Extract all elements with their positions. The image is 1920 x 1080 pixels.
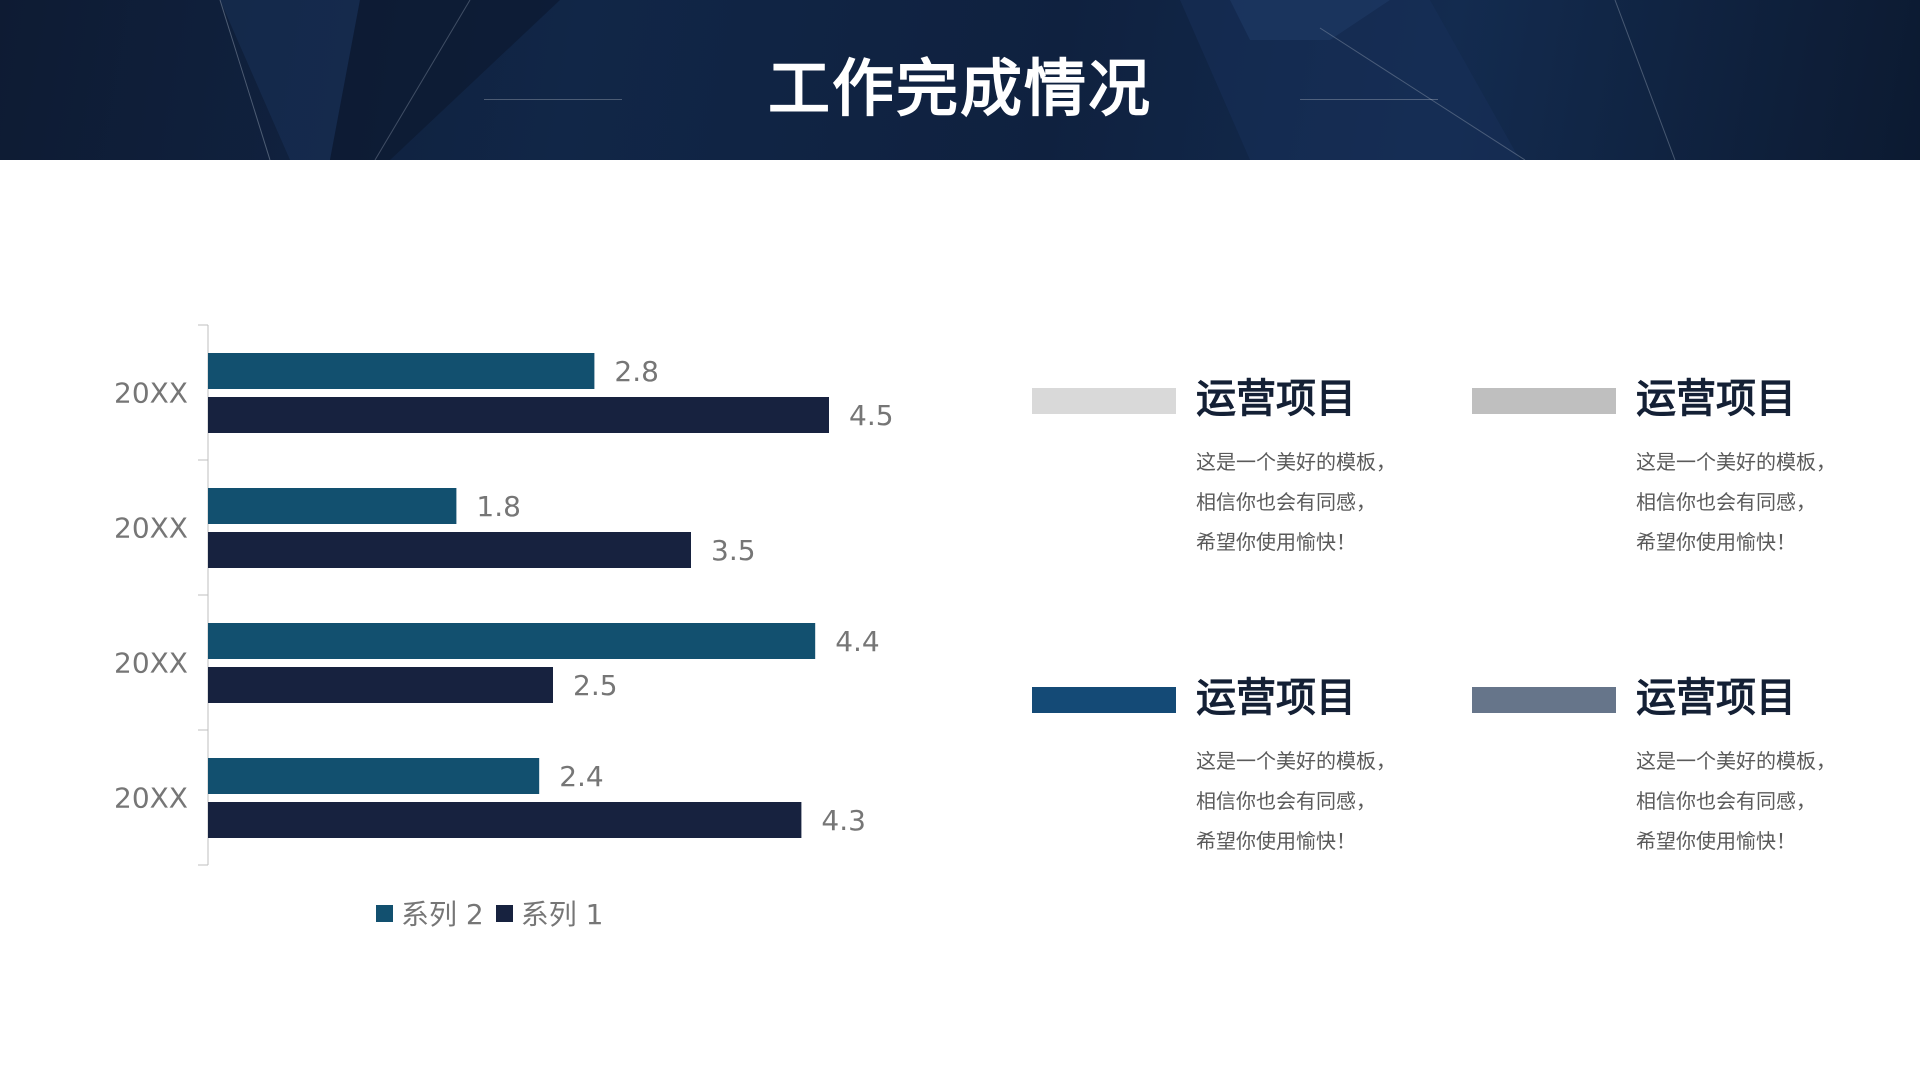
card-3-color-bar [1032, 687, 1176, 713]
data-label: 2.8 [614, 355, 659, 388]
category-label: 20XX [114, 647, 188, 680]
title-rule-left [484, 99, 622, 100]
card-1: 运营项目 这是一个美好的模板， 相信你也会有同感， 希望你使用愉快！ [1032, 372, 1452, 592]
bar-series-2 [208, 488, 457, 524]
card-1-title: 运营项目 [1196, 376, 1356, 422]
bar-series-1 [208, 532, 691, 568]
card-1-line-3: 希望你使用愉快！ [1196, 530, 1356, 554]
card-3-line-1: 这是一个美好的模板， [1196, 749, 1396, 773]
card-4-description: 这是一个美好的模板， 相信你也会有同感， 希望你使用愉快！ [1636, 741, 1896, 861]
card-2-title: 运营项目 [1636, 376, 1796, 422]
card-4-color-bar [1472, 687, 1616, 713]
bar-series-1 [208, 667, 553, 703]
bar-chart: 20XX 2.8 4.5 20XX 1.8 3.5 20XX 4.4 2.5 20XX 2.4 4.3 [0, 0, 1000, 960]
card-3: 运营项目 这是一个美好的模板， 相信你也会有同感， 希望你使用愉快！ [1032, 671, 1452, 891]
card-1-line-2: 相信你也会有同感， [1196, 490, 1376, 514]
bar-series-2 [208, 758, 540, 794]
data-label: 1.8 [476, 490, 521, 523]
data-label: 2.4 [559, 760, 604, 793]
title-rule-right [1300, 99, 1438, 100]
banner-background [219, 0, 1676, 160]
legend-label-series-1: 系列 1 [520, 898, 604, 931]
card-2-line-3: 希望你使用愉快！ [1636, 530, 1796, 554]
category-label: 20XX [114, 782, 188, 815]
bar-series-2 [208, 623, 816, 659]
data-label: 4.4 [835, 625, 880, 658]
category-label: 20XX [114, 377, 188, 410]
bar-series-2 [208, 353, 595, 389]
card-2-line-2: 相信你也会有同感， [1636, 490, 1816, 514]
bar-chart-plot: 20XX 2.8 4.5 20XX 1.8 3.5 20XX 4.4 2.5 20XX 2.4 4.3 [114, 324, 894, 866]
data-label: 3.5 [711, 534, 756, 567]
card-4-title: 运营项目 [1636, 675, 1796, 721]
legend-label-series-2: 系列 2 [401, 898, 484, 931]
card-3-description: 这是一个美好的模板， 相信你也会有同感， 希望你使用愉快！ [1196, 741, 1456, 861]
card-2-color-bar [1472, 388, 1616, 414]
header-banner: 工作完成情况 [0, 0, 1920, 160]
category-label: 20XX [114, 512, 188, 545]
card-2: 运营项目 这是一个美好的模板， 相信你也会有同感， 希望你使用愉快！ [1472, 372, 1892, 592]
data-label: 4.5 [849, 399, 894, 432]
card-2-description: 这是一个美好的模板， 相信你也会有同感， 希望你使用愉快！ [1636, 442, 1896, 562]
card-3-line-3: 希望你使用愉快！ [1196, 829, 1356, 853]
page-title: 工作完成情况 [767, 52, 1152, 125]
card-3-line-2: 相信你也会有同感， [1196, 789, 1376, 813]
bar-series-1 [208, 802, 802, 838]
chart-legend: 系列 2 系列 1 [376, 895, 615, 931]
card-4-line-1: 这是一个美好的模板， [1636, 749, 1836, 773]
data-label: 2.5 [573, 669, 618, 702]
legend-item-series-1: 系列 1 [495, 893, 604, 933]
card-4-line-3: 希望你使用愉快！ [1636, 829, 1796, 853]
card-4-line-2: 相信你也会有同感， [1636, 789, 1816, 813]
card-1-line-1: 这是一个美好的模板， [1196, 450, 1396, 474]
legend-item-series-2: 系列 2 [376, 893, 484, 933]
legend-swatch-series-1 [495, 904, 513, 922]
card-1-description: 这是一个美好的模板， 相信你也会有同感， 希望你使用愉快！ [1196, 442, 1456, 562]
card-4: 运营项目 这是一个美好的模板， 相信你也会有同感， 希望你使用愉快！ [1472, 671, 1892, 891]
legend-swatch-series-2 [376, 904, 393, 922]
data-label: 4.3 [821, 804, 866, 837]
card-2-line-1: 这是一个美好的模板， [1636, 450, 1836, 474]
card-3-title: 运营项目 [1196, 675, 1356, 721]
card-1-color-bar [1032, 388, 1176, 414]
bar-series-1 [208, 397, 829, 433]
